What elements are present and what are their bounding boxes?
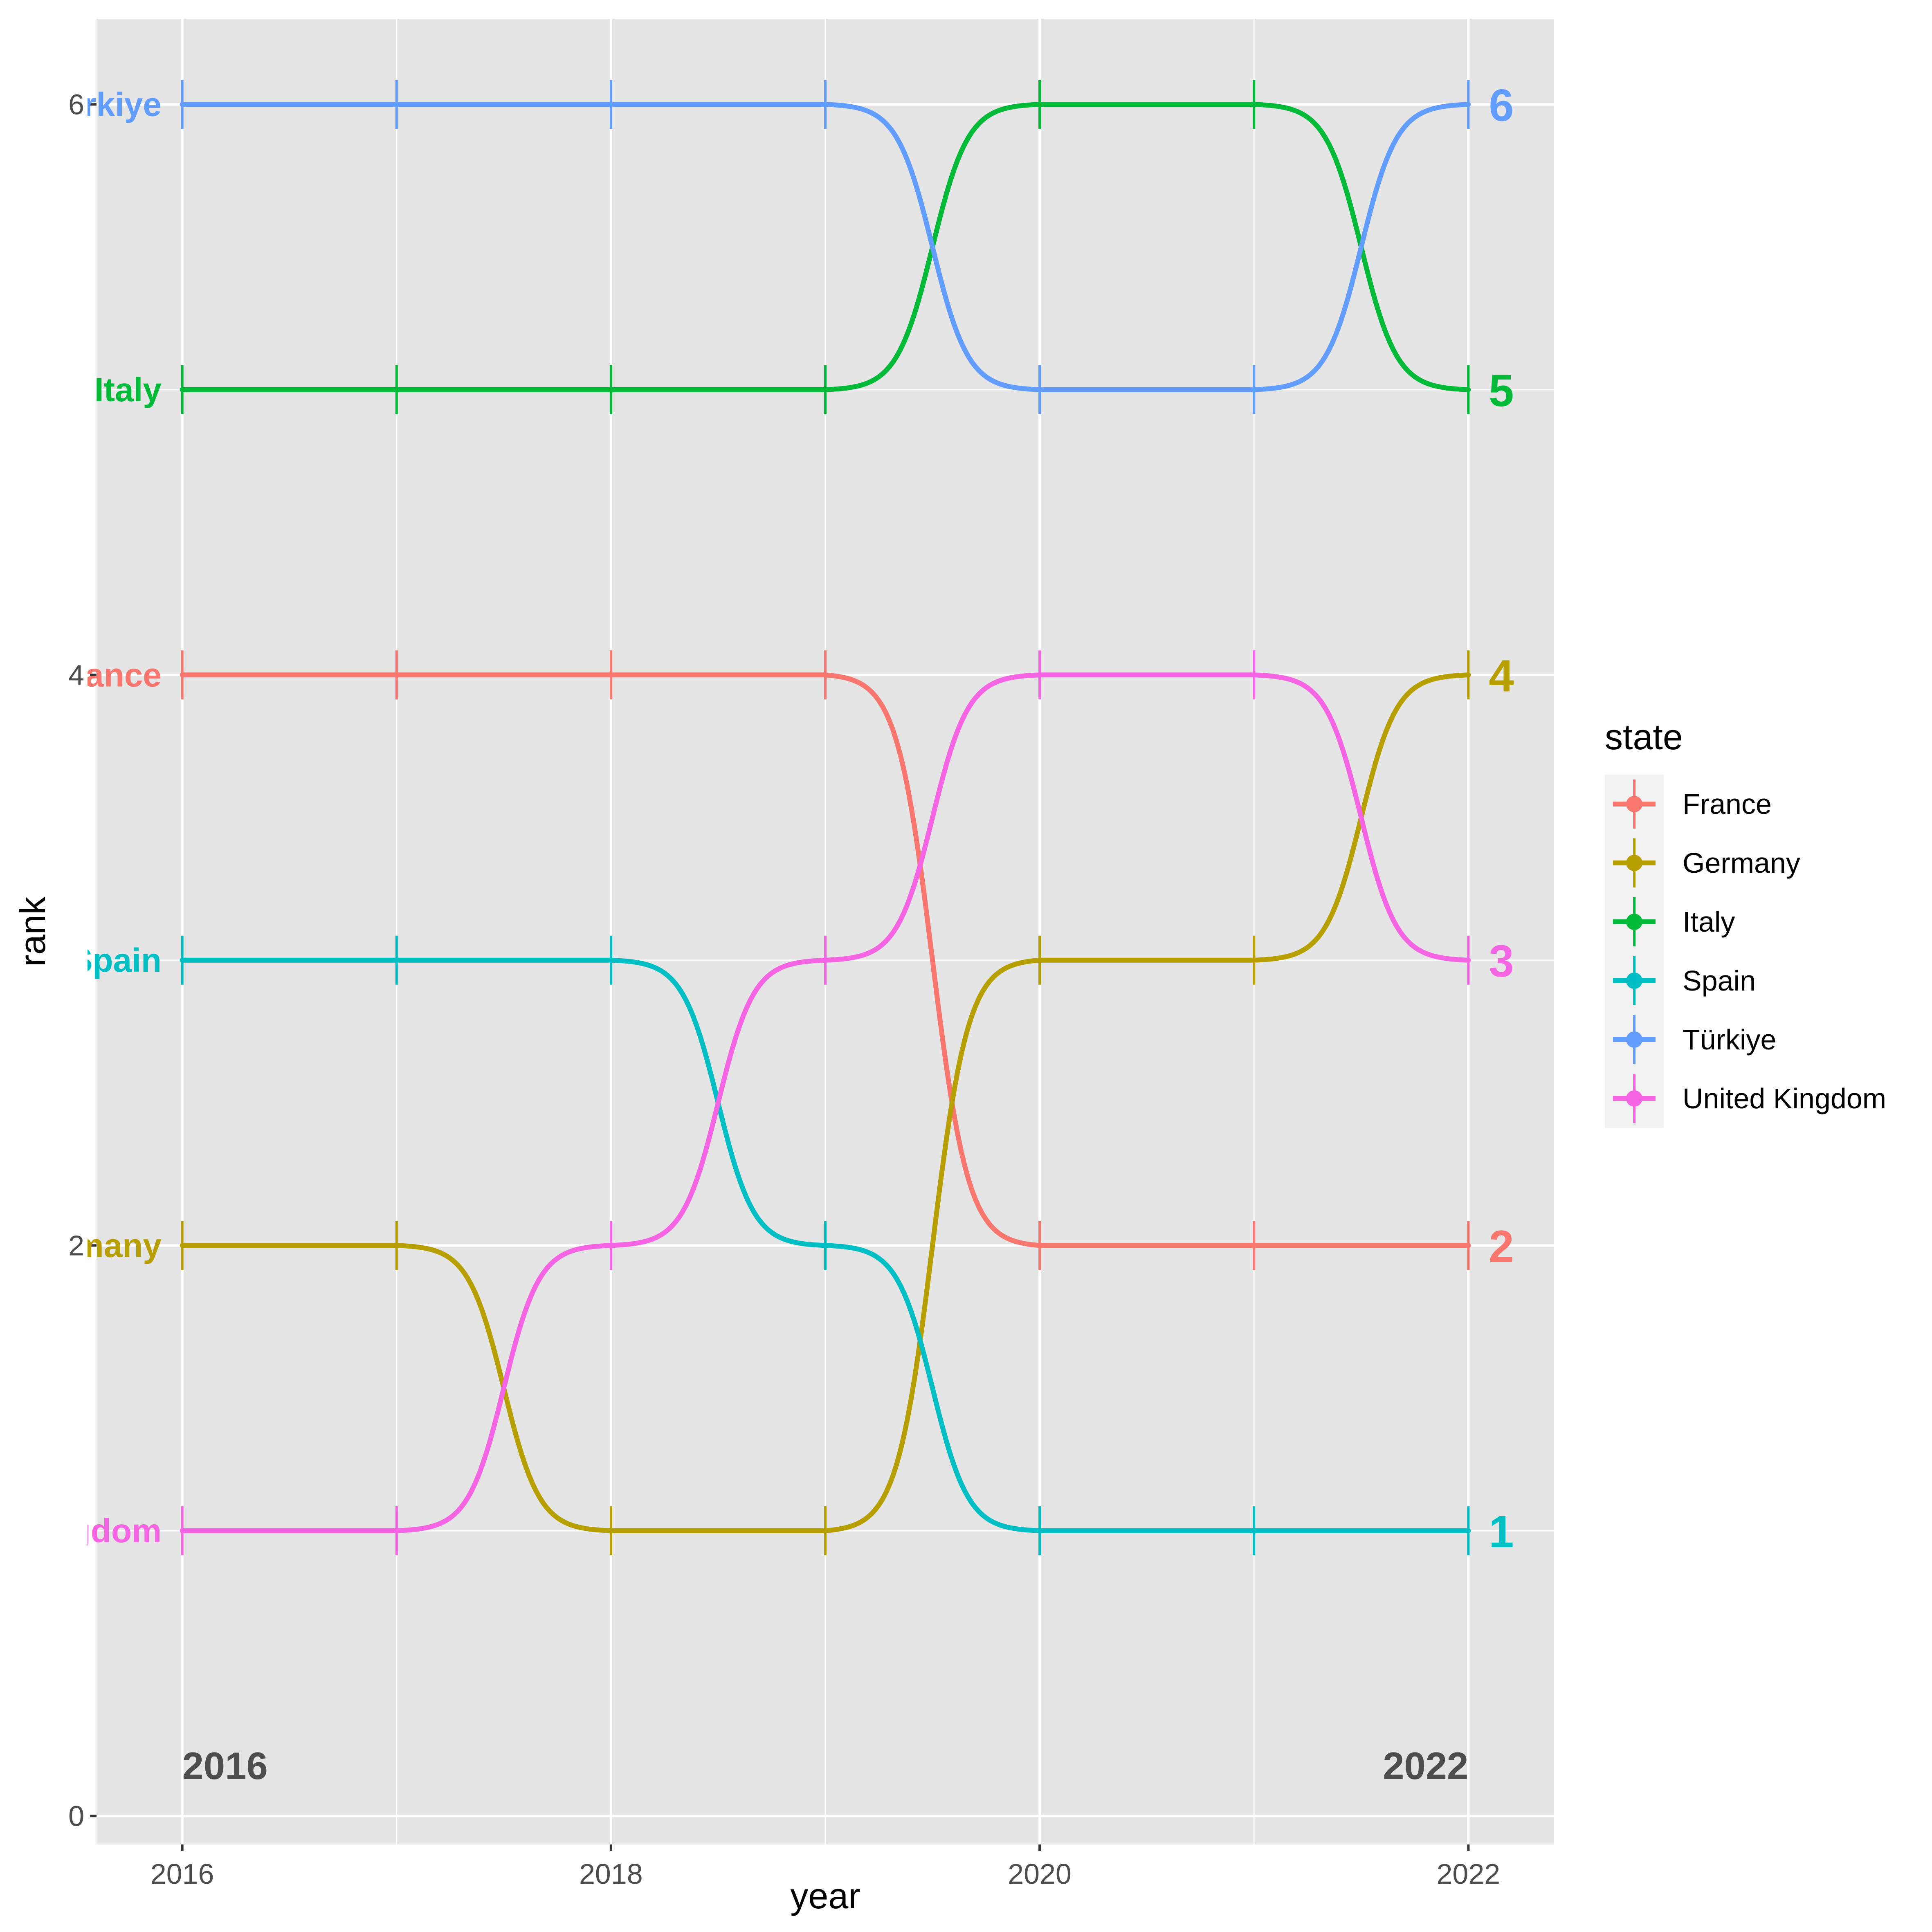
end-rank-label: 3: [1489, 936, 1514, 986]
plot-panel: 2 4 5 1 6 3 2016 2022: [97, 19, 1554, 1844]
series-t-rkiye: [180, 80, 1471, 414]
legend-item: Türkiye: [1605, 1010, 1776, 1069]
y-tick-label: 6: [68, 88, 84, 120]
legend-label: Germany: [1683, 847, 1800, 879]
legend-label: United Kingdom: [1683, 1083, 1886, 1114]
series-united-kingdom: [180, 650, 1471, 1555]
legend-key-point: [1626, 796, 1642, 812]
x-tick-label: 2022: [1436, 1858, 1500, 1890]
series-france: [180, 650, 1471, 1270]
x-axis-title: year: [790, 1876, 860, 1916]
x-tick-label: 2020: [1008, 1858, 1072, 1890]
legend-label: Spain: [1683, 965, 1756, 997]
legend-item: Germany: [1605, 833, 1800, 892]
series-layer: [180, 80, 1471, 1555]
series-italy: [180, 80, 1471, 414]
end-rank-label: 4: [1489, 651, 1514, 701]
x-tick-label: 2018: [579, 1858, 643, 1890]
legend-item: France: [1605, 775, 1772, 833]
legend-key-point: [1626, 855, 1642, 871]
y-tick-label: 0: [68, 1800, 84, 1832]
end-labels: 2 4 5 1 6 3: [1489, 80, 1514, 1557]
axes: 2016 2018 2020 2022 0 2 4 6: [68, 88, 1500, 1890]
end-rank-label: 6: [1489, 80, 1514, 130]
legend-label: France: [1683, 788, 1772, 820]
series-spain: [180, 935, 1471, 1555]
series-germany: [180, 650, 1471, 1555]
legend-label: Italy: [1683, 906, 1735, 938]
start-name-label: Italy: [94, 371, 162, 409]
legend-item: United Kingdom: [1605, 1069, 1886, 1128]
legend-label: Türkiye: [1683, 1024, 1776, 1056]
legend-title: state: [1605, 717, 1683, 757]
legend-item: Italy: [1605, 892, 1735, 951]
label-clip-mask: [0, 0, 88, 1759]
legend-items: France Germany Italy Spain Türkiye United Kin…: [1605, 775, 1886, 1128]
y-tick-label: 0: [68, 1800, 84, 1832]
end-rank-label: 5: [1489, 366, 1514, 416]
y-axis-title: rank: [12, 896, 53, 966]
legend-key-point: [1626, 1031, 1642, 1048]
legend-item: Spain: [1605, 951, 1756, 1010]
end-rank-label: 1: [1489, 1507, 1514, 1557]
legend-key-point: [1626, 1090, 1642, 1107]
x-tick-label: 2016: [151, 1858, 214, 1890]
legend-key-point: [1626, 973, 1642, 989]
end-rank-label: 2: [1489, 1221, 1514, 1272]
legend: state France Germany Italy Spain Türkiye Unit…: [1605, 717, 1886, 1128]
start-year-annotation: 2016: [182, 1744, 268, 1787]
end-year-annotation: 2022: [1383, 1744, 1468, 1787]
legend-key-point: [1626, 914, 1642, 930]
y-tick-label: 4: [68, 659, 84, 691]
y-tick-label: 2: [68, 1229, 84, 1261]
